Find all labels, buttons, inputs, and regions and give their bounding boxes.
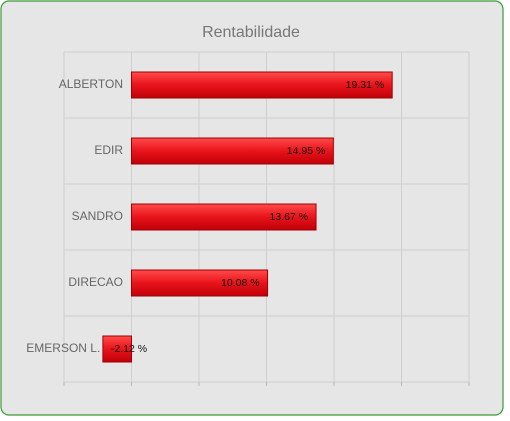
y-tick-label: ALBERTON: [59, 77, 123, 91]
bar: [131, 269, 269, 297]
y-tick-label: DIRECAO: [68, 275, 123, 289]
value-label: 14.95 %: [287, 145, 326, 157]
value-label: 13.67 %: [270, 211, 309, 223]
value-label: -2.12 %: [111, 343, 147, 355]
bar: [131, 203, 317, 231]
bar: [102, 335, 132, 363]
bar: [131, 71, 393, 99]
value-label: 10.08 %: [221, 277, 260, 289]
y-tick-label: EMERSON L. VIE: [26, 341, 123, 355]
y-tick-label: EDIR: [94, 143, 123, 157]
bar: [131, 137, 334, 165]
chart-title: Rentabilidade: [202, 24, 300, 41]
value-label: 19.31 %: [346, 79, 385, 91]
y-tick-label: SANDRO: [72, 209, 123, 223]
